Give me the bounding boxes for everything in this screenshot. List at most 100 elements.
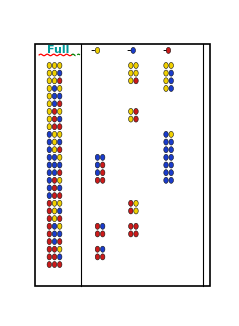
Circle shape — [47, 223, 52, 229]
Circle shape — [57, 185, 62, 191]
Circle shape — [95, 177, 100, 183]
Circle shape — [47, 185, 52, 191]
Circle shape — [169, 78, 174, 84]
Circle shape — [129, 70, 133, 76]
Circle shape — [164, 162, 168, 168]
Circle shape — [100, 154, 105, 160]
Circle shape — [100, 177, 105, 183]
Circle shape — [134, 231, 138, 237]
Circle shape — [47, 124, 52, 130]
Circle shape — [134, 200, 138, 206]
Circle shape — [47, 101, 52, 107]
Circle shape — [57, 193, 62, 199]
Circle shape — [47, 239, 52, 244]
Circle shape — [95, 223, 100, 229]
Circle shape — [52, 162, 57, 168]
Circle shape — [57, 177, 62, 183]
Circle shape — [47, 208, 52, 214]
Circle shape — [52, 78, 57, 84]
Circle shape — [95, 154, 100, 160]
Circle shape — [57, 154, 62, 160]
Circle shape — [129, 78, 133, 84]
Circle shape — [129, 109, 133, 114]
Circle shape — [57, 261, 62, 268]
Circle shape — [52, 261, 57, 268]
Circle shape — [52, 93, 57, 99]
Circle shape — [169, 147, 174, 153]
Circle shape — [164, 63, 168, 68]
Circle shape — [52, 177, 57, 183]
Circle shape — [52, 200, 57, 206]
Circle shape — [52, 170, 57, 176]
Circle shape — [52, 85, 57, 92]
Circle shape — [52, 63, 57, 68]
Circle shape — [95, 162, 100, 168]
Circle shape — [47, 93, 52, 99]
Circle shape — [47, 193, 52, 199]
Circle shape — [129, 200, 133, 206]
Circle shape — [47, 139, 52, 145]
Circle shape — [169, 139, 174, 145]
Circle shape — [164, 139, 168, 145]
Circle shape — [134, 208, 138, 214]
Circle shape — [164, 78, 168, 84]
Circle shape — [47, 170, 52, 176]
Circle shape — [57, 147, 62, 153]
Circle shape — [47, 200, 52, 206]
Circle shape — [57, 170, 62, 176]
Circle shape — [52, 231, 57, 237]
Circle shape — [95, 170, 100, 176]
Circle shape — [169, 177, 174, 183]
Circle shape — [100, 162, 105, 168]
Circle shape — [57, 223, 62, 229]
Circle shape — [52, 131, 57, 137]
Circle shape — [52, 109, 57, 114]
Circle shape — [57, 208, 62, 214]
Circle shape — [57, 85, 62, 92]
Circle shape — [100, 170, 105, 176]
Circle shape — [47, 63, 52, 68]
Circle shape — [47, 70, 52, 76]
Circle shape — [134, 223, 138, 229]
Circle shape — [52, 254, 57, 260]
Circle shape — [52, 239, 57, 244]
Circle shape — [57, 200, 62, 206]
Circle shape — [57, 139, 62, 145]
Circle shape — [131, 47, 136, 53]
Text: -: - — [127, 44, 131, 57]
Circle shape — [164, 131, 168, 137]
Circle shape — [134, 63, 138, 68]
Circle shape — [57, 239, 62, 244]
Circle shape — [52, 147, 57, 153]
Circle shape — [52, 154, 57, 160]
Circle shape — [129, 208, 133, 214]
Circle shape — [134, 116, 138, 122]
Circle shape — [100, 254, 105, 260]
Circle shape — [164, 154, 168, 160]
Circle shape — [57, 78, 62, 84]
Circle shape — [169, 162, 174, 168]
Circle shape — [129, 231, 133, 237]
Circle shape — [57, 109, 62, 114]
Circle shape — [95, 231, 100, 237]
Circle shape — [47, 116, 52, 122]
Circle shape — [47, 215, 52, 222]
Circle shape — [47, 109, 52, 114]
Circle shape — [57, 246, 62, 252]
Circle shape — [57, 70, 62, 76]
Circle shape — [164, 147, 168, 153]
Circle shape — [169, 131, 174, 137]
Text: -: - — [162, 44, 166, 57]
Circle shape — [169, 154, 174, 160]
Circle shape — [47, 162, 52, 168]
Circle shape — [95, 254, 100, 260]
Circle shape — [57, 93, 62, 99]
Circle shape — [57, 63, 62, 68]
Circle shape — [100, 231, 105, 237]
Circle shape — [52, 116, 57, 122]
Circle shape — [47, 261, 52, 268]
Text: Full: Full — [47, 45, 70, 55]
Circle shape — [95, 246, 100, 252]
Circle shape — [166, 47, 171, 53]
Circle shape — [52, 70, 57, 76]
